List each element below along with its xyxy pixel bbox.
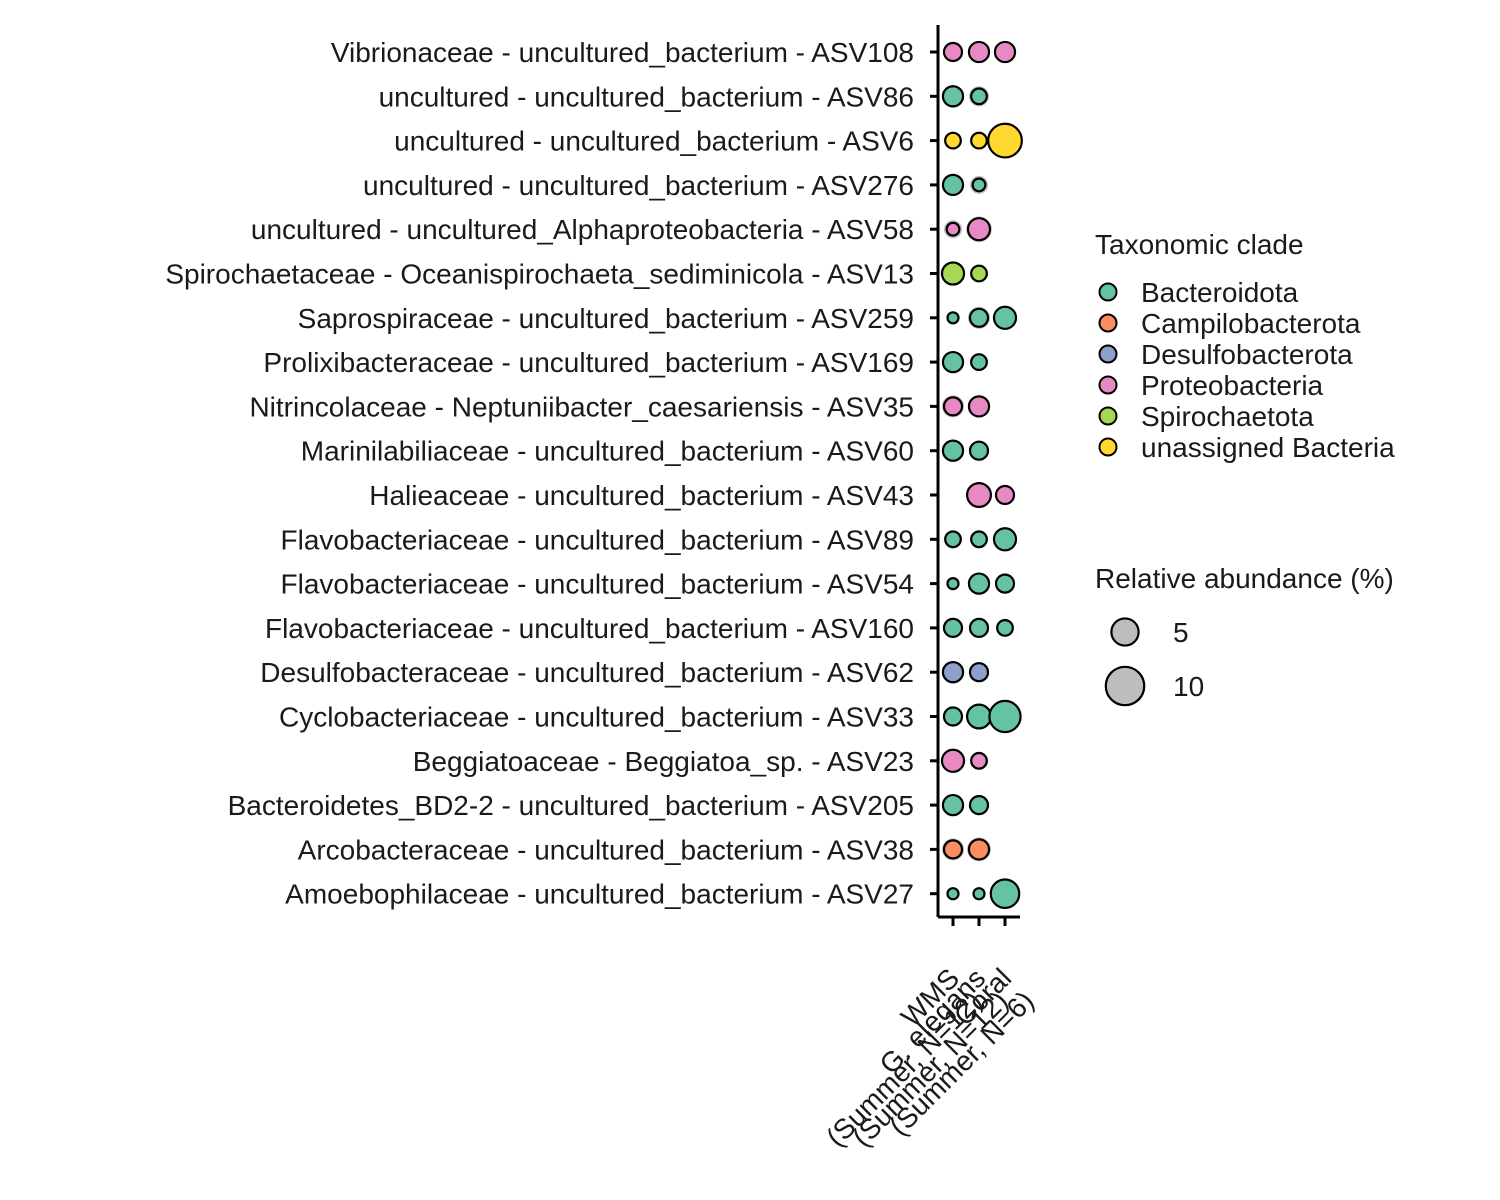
y-tick-label: uncultured - uncultured_bacterium - ASV6 bbox=[394, 126, 914, 157]
legend-taxonomic-clade: Taxonomic clade BacteroidotaCampilobacte… bbox=[1095, 229, 1395, 463]
y-tick-label: uncultured - uncultured_bacterium - ASV2… bbox=[363, 170, 914, 201]
y-tick-label: Flavobacteriaceae - uncultured_bacterium… bbox=[281, 569, 914, 600]
legend-clade-swatch bbox=[1098, 406, 1118, 426]
y-axis-labels: Vibrionaceae - uncultured_bacterium - AS… bbox=[165, 37, 914, 910]
bubble-point bbox=[941, 85, 965, 108]
bubble-layer bbox=[940, 40, 1023, 910]
y-tick-label: uncultured - uncultured_Alphaproteobacte… bbox=[251, 214, 914, 245]
x-axis bbox=[938, 915, 1020, 926]
bubble-point bbox=[994, 573, 1016, 594]
legend-size-swatch bbox=[1110, 617, 1140, 647]
abundance-shadow-layer bbox=[941, 41, 1022, 908]
legend-clade-label: Bacteroidota bbox=[1141, 277, 1299, 308]
y-tick-label: Marinilabiliaceae - uncultured_bacterium… bbox=[301, 436, 914, 467]
legend-size-label: 10 bbox=[1173, 671, 1204, 702]
bubble-point bbox=[946, 887, 960, 901]
y-tick-label: Saprospiraceae - uncultured_bacterium - … bbox=[298, 303, 914, 334]
x-axis-labels: WMS(Summer, N=12)G. elegans(Summer, N=12… bbox=[820, 962, 1040, 1152]
bubble-point bbox=[970, 264, 988, 283]
bubble-point bbox=[987, 122, 1023, 159]
legend-clade-label: Desulfobacterota bbox=[1141, 339, 1353, 370]
bubble-point bbox=[994, 484, 1016, 506]
bubble-point bbox=[967, 395, 991, 418]
bubble-point bbox=[941, 439, 965, 462]
bubble-point bbox=[940, 261, 966, 286]
bubble-point bbox=[946, 576, 960, 591]
bubble-point bbox=[970, 530, 988, 549]
bubble-point bbox=[968, 662, 990, 683]
bubble-point bbox=[942, 396, 964, 417]
y-tick-label: Desulfobacteraceae - uncultured_bacteriu… bbox=[260, 657, 914, 688]
bubble-point bbox=[941, 173, 965, 197]
legend-clade-swatch bbox=[1098, 375, 1118, 395]
bubble-point bbox=[968, 617, 990, 639]
bubble-point bbox=[942, 41, 964, 63]
bubble-point bbox=[941, 661, 965, 684]
y-tick-label: Flavobacteriaceae - uncultured_bacterium… bbox=[281, 524, 914, 555]
legend-relative-abundance: Relative abundance (%) 5 10 bbox=[1095, 563, 1394, 707]
y-tick-label: Cyclobacteriaceae - uncultured_bacterium… bbox=[279, 702, 914, 733]
bubble-point bbox=[940, 748, 966, 773]
y-tick-label: Beggiatoaceae - Beggiatoa_sp. - ASV23 bbox=[413, 746, 914, 777]
bubble-point bbox=[972, 887, 986, 901]
bubble-point bbox=[992, 527, 1018, 552]
bubble-point bbox=[971, 177, 987, 193]
bubble-point bbox=[993, 40, 1017, 64]
legend-clade-title: Taxonomic clade bbox=[1095, 229, 1304, 260]
bubble-point bbox=[970, 87, 988, 106]
y-tick-label: Bacteroidetes_BD2-2 - uncultured_bacteri… bbox=[228, 790, 914, 821]
legend-clade-swatch bbox=[1098, 344, 1118, 364]
legend-clade-label: Spirochaetota bbox=[1141, 401, 1314, 432]
bubble-point bbox=[942, 839, 964, 860]
bubble-point bbox=[941, 793, 965, 817]
y-tick-label: Halieaceae - uncultured_bacterium - ASV4… bbox=[369, 480, 914, 511]
bubble-point bbox=[970, 751, 988, 770]
legend-clade-label: Proteobacteria bbox=[1141, 370, 1324, 401]
legend-size-swatch bbox=[1104, 665, 1146, 707]
bubble-point bbox=[944, 131, 962, 150]
bubble-point bbox=[965, 703, 993, 730]
bubble-point bbox=[968, 307, 990, 328]
y-tick-label: Prolixibacteraceae - uncultured_bacteriu… bbox=[263, 347, 914, 378]
bubble-point bbox=[966, 217, 992, 242]
bubble-point bbox=[942, 706, 964, 727]
bubble-point bbox=[968, 794, 990, 816]
legend-clade-swatch bbox=[1098, 313, 1118, 333]
y-tick-label: Nitrincolaceae - Neptuniibacter_caesarie… bbox=[249, 391, 914, 422]
legend-clade-swatch bbox=[1098, 282, 1118, 302]
bubble-point bbox=[968, 440, 990, 461]
bubble-point bbox=[970, 131, 988, 150]
bubble-point bbox=[942, 617, 964, 639]
legend-clade-label: unassigned Bacteria bbox=[1141, 432, 1395, 463]
legend-clade-label: Campilobacterota bbox=[1141, 308, 1361, 339]
bubble-point bbox=[946, 311, 960, 325]
bubble-point bbox=[970, 353, 988, 371]
bubble-point bbox=[944, 530, 962, 549]
y-tick-label: Vibrionaceae - uncultured_bacterium - AS… bbox=[331, 37, 914, 68]
bubble-point bbox=[967, 838, 991, 861]
bubble-point bbox=[996, 619, 1014, 637]
y-tick-label: uncultured - uncultured_bacterium - ASV8… bbox=[379, 81, 914, 112]
legend-size-title: Relative abundance (%) bbox=[1095, 563, 1394, 594]
bubble-point bbox=[941, 350, 965, 374]
y-tick-label: Flavobacteriaceae - uncultured_bacterium… bbox=[265, 613, 914, 644]
bubble-point bbox=[965, 481, 993, 509]
bubble-point bbox=[988, 699, 1022, 734]
y-axis bbox=[930, 25, 940, 917]
bubble-point bbox=[992, 305, 1018, 330]
y-tick-label: Spirochaetaceae - Oceanispirochaeta_sedi… bbox=[165, 259, 914, 290]
bubble-point bbox=[989, 878, 1021, 910]
bubble-point bbox=[967, 572, 991, 595]
legend-size-label: 5 bbox=[1173, 617, 1189, 648]
y-tick-label: Arcobacteraceae - uncultured_bacterium -… bbox=[298, 834, 914, 865]
bubble-point bbox=[967, 40, 991, 64]
y-tick-label: Amoebophilaceae - uncultured_bacterium -… bbox=[285, 879, 914, 910]
bubble-point bbox=[945, 221, 961, 237]
legend-clade-swatch bbox=[1098, 437, 1118, 457]
